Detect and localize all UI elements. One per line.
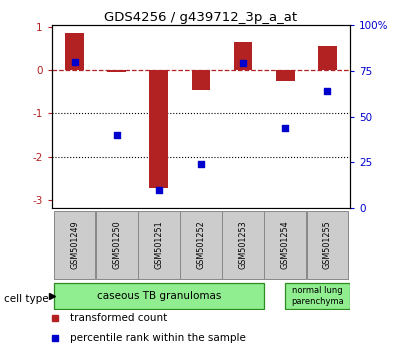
Bar	[180, 211, 222, 279]
Text: GSM501253: GSM501253	[238, 221, 248, 269]
Text: normal lung
parenchyma: normal lung parenchyma	[291, 286, 344, 306]
Text: GSM501249: GSM501249	[70, 221, 79, 269]
Point	[72, 59, 78, 64]
Bar	[222, 211, 263, 279]
Bar	[285, 283, 350, 309]
Bar	[54, 283, 263, 309]
Bar	[318, 46, 337, 70]
Title: GDS4256 / g439712_3p_a_at: GDS4256 / g439712_3p_a_at	[104, 11, 298, 24]
Point	[240, 61, 246, 66]
Text: GSM501252: GSM501252	[197, 221, 205, 269]
Bar	[265, 211, 306, 279]
Bar	[234, 42, 252, 70]
Text: cell type: cell type	[4, 294, 49, 304]
Text: GSM501250: GSM501250	[112, 221, 121, 269]
Point	[282, 125, 288, 130]
Bar	[139, 211, 179, 279]
Text: transformed count: transformed count	[70, 313, 167, 323]
Bar	[306, 211, 348, 279]
Point	[324, 88, 330, 94]
Point	[198, 161, 204, 167]
Bar	[65, 33, 84, 70]
Bar	[191, 70, 211, 90]
Text: GSM501255: GSM501255	[323, 221, 332, 269]
Bar	[54, 211, 96, 279]
Text: caseous TB granulomas: caseous TB granulomas	[97, 291, 221, 301]
Text: GSM501254: GSM501254	[281, 221, 290, 269]
Bar	[150, 70, 168, 188]
Point	[156, 187, 162, 193]
Text: percentile rank within the sample: percentile rank within the sample	[70, 333, 246, 343]
Bar	[96, 211, 137, 279]
Bar	[275, 70, 295, 81]
Bar	[107, 70, 127, 72]
Point	[114, 132, 120, 138]
Text: GSM501251: GSM501251	[154, 221, 164, 269]
